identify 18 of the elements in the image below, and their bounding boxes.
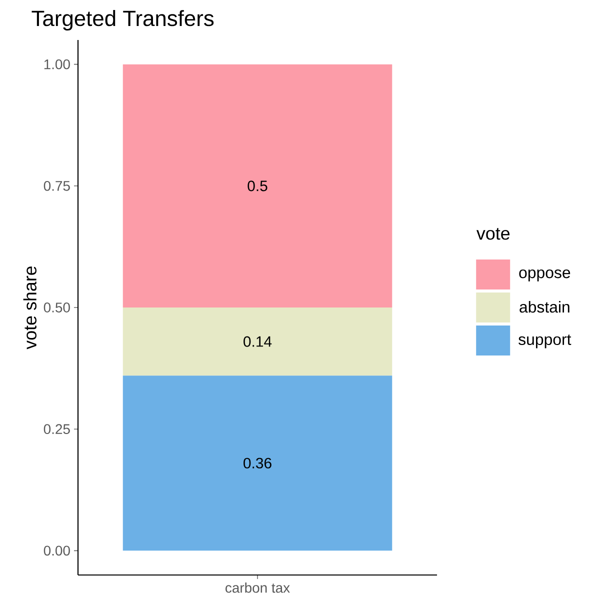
legend-title: vote [476,228,510,240]
chart-title: Targeted Transfers [32,10,214,30]
bar [122,307,392,376]
y-axis-title: vote share [23,266,36,350]
legend-label: support [518,334,572,348]
legend-label: abstain [520,300,570,313]
y-tick-label: 0.75 [44,180,70,191]
bar [122,376,392,551]
data-label: 0.36 [244,458,272,468]
x-tick-label: carbon tax [226,582,290,593]
y-tick-label: 0.00 [44,546,70,556]
legend-label: oppose [519,269,570,282]
data-label: 0.5 [248,180,268,192]
data-label: 0.14 [244,336,272,347]
bar [122,64,392,308]
y-tick-label: 1.00 [44,59,70,70]
y-tick-label: 0.50 [44,302,70,312]
y-tick-label: 0.25 [44,424,70,434]
